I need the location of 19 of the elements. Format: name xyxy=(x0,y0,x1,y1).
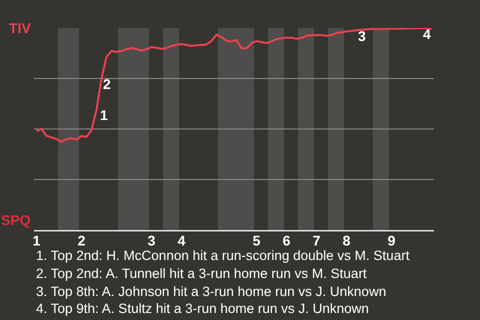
x-tick-label: 7 xyxy=(312,232,321,248)
x-tick-label: 1 xyxy=(32,232,41,248)
text: TIV xyxy=(9,20,32,36)
text: 2. Top 2nd: A. Tunnell hit a 3-run home run vs M. Stuart xyxy=(36,266,367,281)
text: 3. Top 8th: A. Johnson hit a 3-run home run vs J. Unknown xyxy=(36,284,386,299)
annotation: 4 xyxy=(423,26,431,42)
x-tick-label: 5 xyxy=(252,232,261,248)
x-tick-label: 4 xyxy=(178,232,186,248)
annotation: 1 xyxy=(100,107,108,123)
text: 4. Top 9th: A. Stultz hit a 3-run home run vs J. Unknown xyxy=(36,301,369,316)
annotation: 2 xyxy=(103,76,111,92)
annotation: 3 xyxy=(358,28,366,44)
text: SPQ xyxy=(1,212,31,228)
x-tick-label: 6 xyxy=(282,232,291,248)
x-tick-label: 8 xyxy=(342,232,351,248)
x-tick-label: 9 xyxy=(388,232,396,248)
text: 1. Top 2nd: H. McConnon hit a run-scoring double vs M. Stuart xyxy=(36,248,410,263)
x-tick-label: 3 xyxy=(148,232,156,248)
x-tick-label: 2 xyxy=(78,232,86,248)
